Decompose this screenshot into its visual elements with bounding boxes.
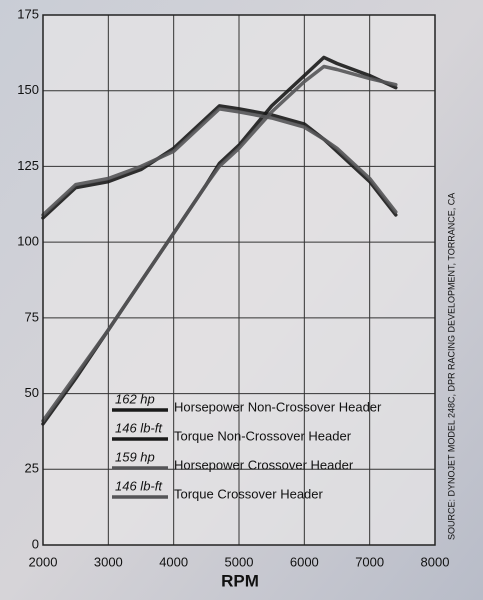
y-tick-label: 125 bbox=[17, 158, 39, 173]
legend-label: Horsepower Non-Crossover Header bbox=[174, 399, 382, 414]
y-tick-label: 25 bbox=[25, 461, 39, 476]
legend-label: Horsepower Crossover Header bbox=[174, 457, 354, 472]
source-note: SOURCE: DYNOJET MODEL 248C, DPR RACING D… bbox=[446, 193, 456, 540]
x-tick-label: 4000 bbox=[159, 554, 188, 569]
x-tick-label: 5000 bbox=[225, 554, 254, 569]
legend-label: Torque Crossover Header bbox=[174, 486, 324, 501]
y-tick-label: 100 bbox=[17, 234, 39, 249]
y-tick-label: 0 bbox=[32, 536, 39, 551]
y-tick-label: 75 bbox=[25, 309, 39, 324]
series-line bbox=[41, 107, 398, 217]
y-tick-label: 175 bbox=[17, 6, 39, 21]
x-tick-label: 6000 bbox=[290, 554, 319, 569]
legend-label: Torque Non-Crossover Header bbox=[174, 428, 352, 443]
x-axis-label: RPM bbox=[221, 571, 259, 590]
y-tick-label: 150 bbox=[17, 82, 39, 97]
x-tick-label: 3000 bbox=[94, 554, 123, 569]
series-line bbox=[41, 104, 398, 220]
x-tick-label: 2000 bbox=[29, 554, 58, 569]
lines bbox=[41, 55, 398, 426]
y-tick-label: 50 bbox=[25, 385, 39, 400]
legend: 162 hp Horsepower Non-Crossover Header 146… bbox=[112, 391, 382, 501]
legend-peak-label: 159 hp bbox=[115, 449, 155, 464]
legend-peak-label: 162 hp bbox=[115, 391, 155, 406]
series-line bbox=[41, 64, 398, 423]
x-tick-label: 8000 bbox=[421, 554, 450, 569]
legend-peak-label: 146 lb-ft bbox=[115, 478, 163, 493]
x-tick-label: 7000 bbox=[355, 554, 384, 569]
legend-peak-label: 146 lb-ft bbox=[115, 420, 163, 435]
plot-frame bbox=[42, 14, 436, 546]
